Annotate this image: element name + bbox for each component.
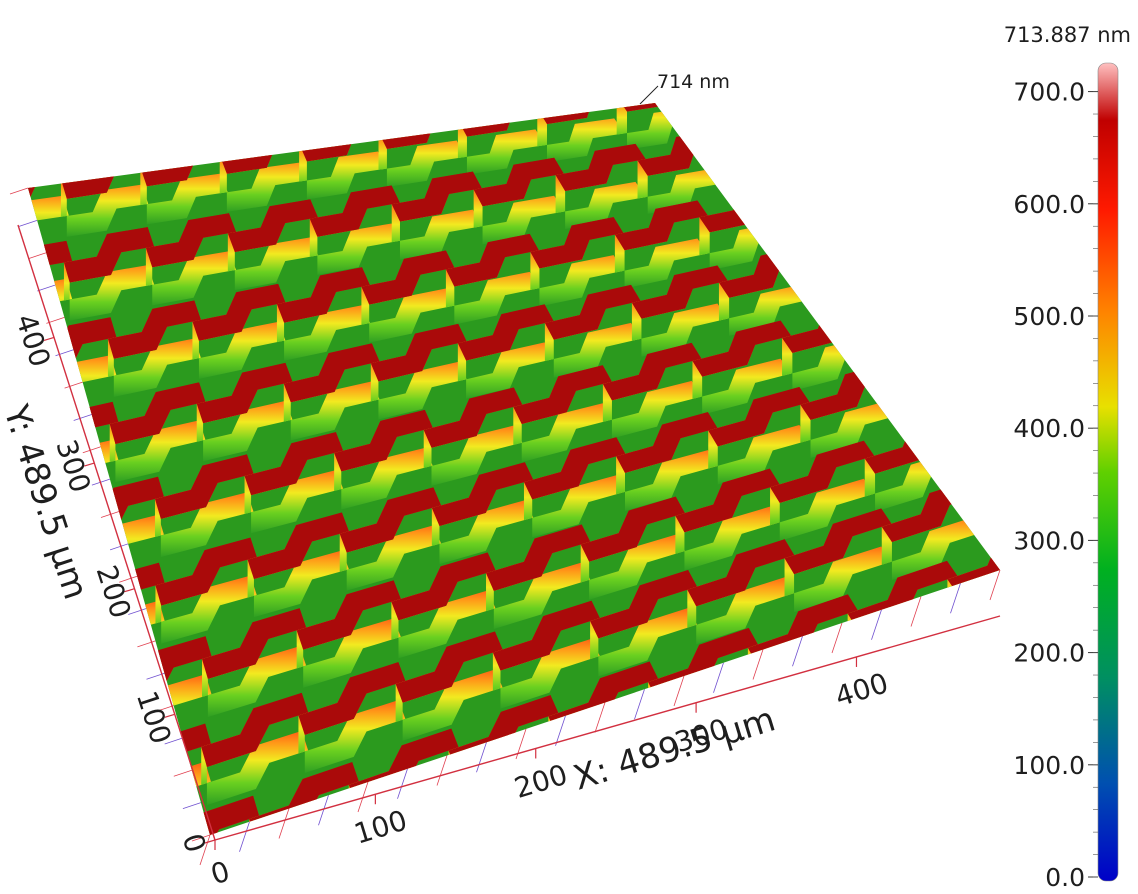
floor-grid-line xyxy=(714,663,724,693)
x-tick-label: 400 xyxy=(831,666,892,713)
feature-wall xyxy=(719,116,809,198)
y-tick-label: 0 xyxy=(176,829,213,856)
feature-wall xyxy=(892,337,993,432)
y-axis-label: Y: 489.5 µm xyxy=(0,399,96,604)
floor-grid-line xyxy=(110,544,128,550)
floor-grid-line xyxy=(516,729,526,759)
height-surface xyxy=(0,6,1138,890)
x-tick-label: 200 xyxy=(511,758,572,805)
feature-plateau xyxy=(872,276,971,329)
feature-plateau xyxy=(479,22,564,63)
colorbar-ticks: 700.0 600.0 500.0 400.0 300.0 200.0 100.0 0.0 xyxy=(1013,78,1098,890)
feature-plateau xyxy=(95,64,180,112)
floor-grid-line xyxy=(240,822,250,852)
floor-grid-line xyxy=(19,220,37,226)
feature-plateau xyxy=(556,14,641,54)
floor-grid-line xyxy=(28,253,46,259)
colorbar-tick-label: 500.0 xyxy=(1013,302,1085,331)
floor-grid-line xyxy=(477,742,487,772)
colorbar-max-label: 713.887 nm xyxy=(1004,23,1131,47)
colorbar-tick-label: 600.0 xyxy=(1013,190,1085,219)
floor-grid-line xyxy=(753,650,763,680)
feature-wall xyxy=(479,22,564,101)
feature-plateau xyxy=(0,80,26,131)
feature-wall xyxy=(249,47,334,130)
feature-wall xyxy=(806,226,902,315)
feature-wall xyxy=(0,80,26,169)
feature-plateau xyxy=(249,47,334,92)
x-tick-label: 0 xyxy=(207,855,234,890)
feature-wall xyxy=(556,14,641,92)
feature-wall xyxy=(95,64,180,150)
floor-grid-line xyxy=(990,570,1000,600)
feature-plateau xyxy=(18,72,103,121)
floor-grid-line xyxy=(65,382,83,388)
colorbar-tick-label: 200.0 xyxy=(1013,639,1085,668)
y-tick-label: 100 xyxy=(130,687,178,748)
floor-grid-line xyxy=(10,188,28,194)
feature-plateau xyxy=(806,226,902,277)
peak-label: 714 nm xyxy=(657,71,730,93)
feature-wall xyxy=(784,167,877,252)
y-tick-label: 400 xyxy=(9,310,57,371)
peak-leader-line xyxy=(640,86,658,104)
floor-grid-line xyxy=(279,809,289,839)
feature-wall xyxy=(172,55,257,140)
feature-plateau xyxy=(633,6,718,44)
floor-grid-line xyxy=(951,583,961,613)
x-axis-label: X: 489.5 µm xyxy=(569,699,780,798)
floor-grid-line xyxy=(595,703,605,733)
colorbar-tick-label: 300.0 xyxy=(1013,526,1085,555)
floor-grid-line xyxy=(635,689,645,719)
colorbar-tick-label: 700.0 xyxy=(1013,78,1085,107)
feature-plateau xyxy=(979,447,1086,510)
colorbar-tick-label: 400.0 xyxy=(1013,414,1085,443)
floor-grid-line xyxy=(832,623,842,653)
feature-wall xyxy=(326,39,411,121)
floor-grid-line xyxy=(674,676,684,706)
floor-grid-line xyxy=(793,636,803,666)
feature-plateau xyxy=(172,55,257,102)
feature-plateau xyxy=(719,116,809,160)
floor-grid-line xyxy=(872,610,882,640)
feature-wall xyxy=(402,31,487,111)
y-tick-label: 200 xyxy=(90,561,138,622)
feature-wall xyxy=(18,72,103,159)
feature-plateau xyxy=(402,31,487,73)
floor-grid-line xyxy=(911,597,921,627)
floor-grid-line xyxy=(437,756,447,786)
feature-plateau xyxy=(784,167,877,214)
colorbar-tick-label: 0.0 xyxy=(1045,863,1085,890)
x-tick-label: 100 xyxy=(350,804,411,851)
feature-plateau xyxy=(326,39,411,83)
floor-grid-line xyxy=(398,769,408,799)
floor-grid-line xyxy=(183,803,201,809)
floor-grid-line xyxy=(37,285,55,291)
floor-grid-line xyxy=(74,414,92,420)
feature-plateau xyxy=(892,337,993,394)
colorbar-tick-label: 100.0 xyxy=(1013,751,1085,780)
feature-wall xyxy=(872,276,971,367)
colorbar xyxy=(1098,63,1118,881)
floor-grid-line xyxy=(174,770,192,776)
